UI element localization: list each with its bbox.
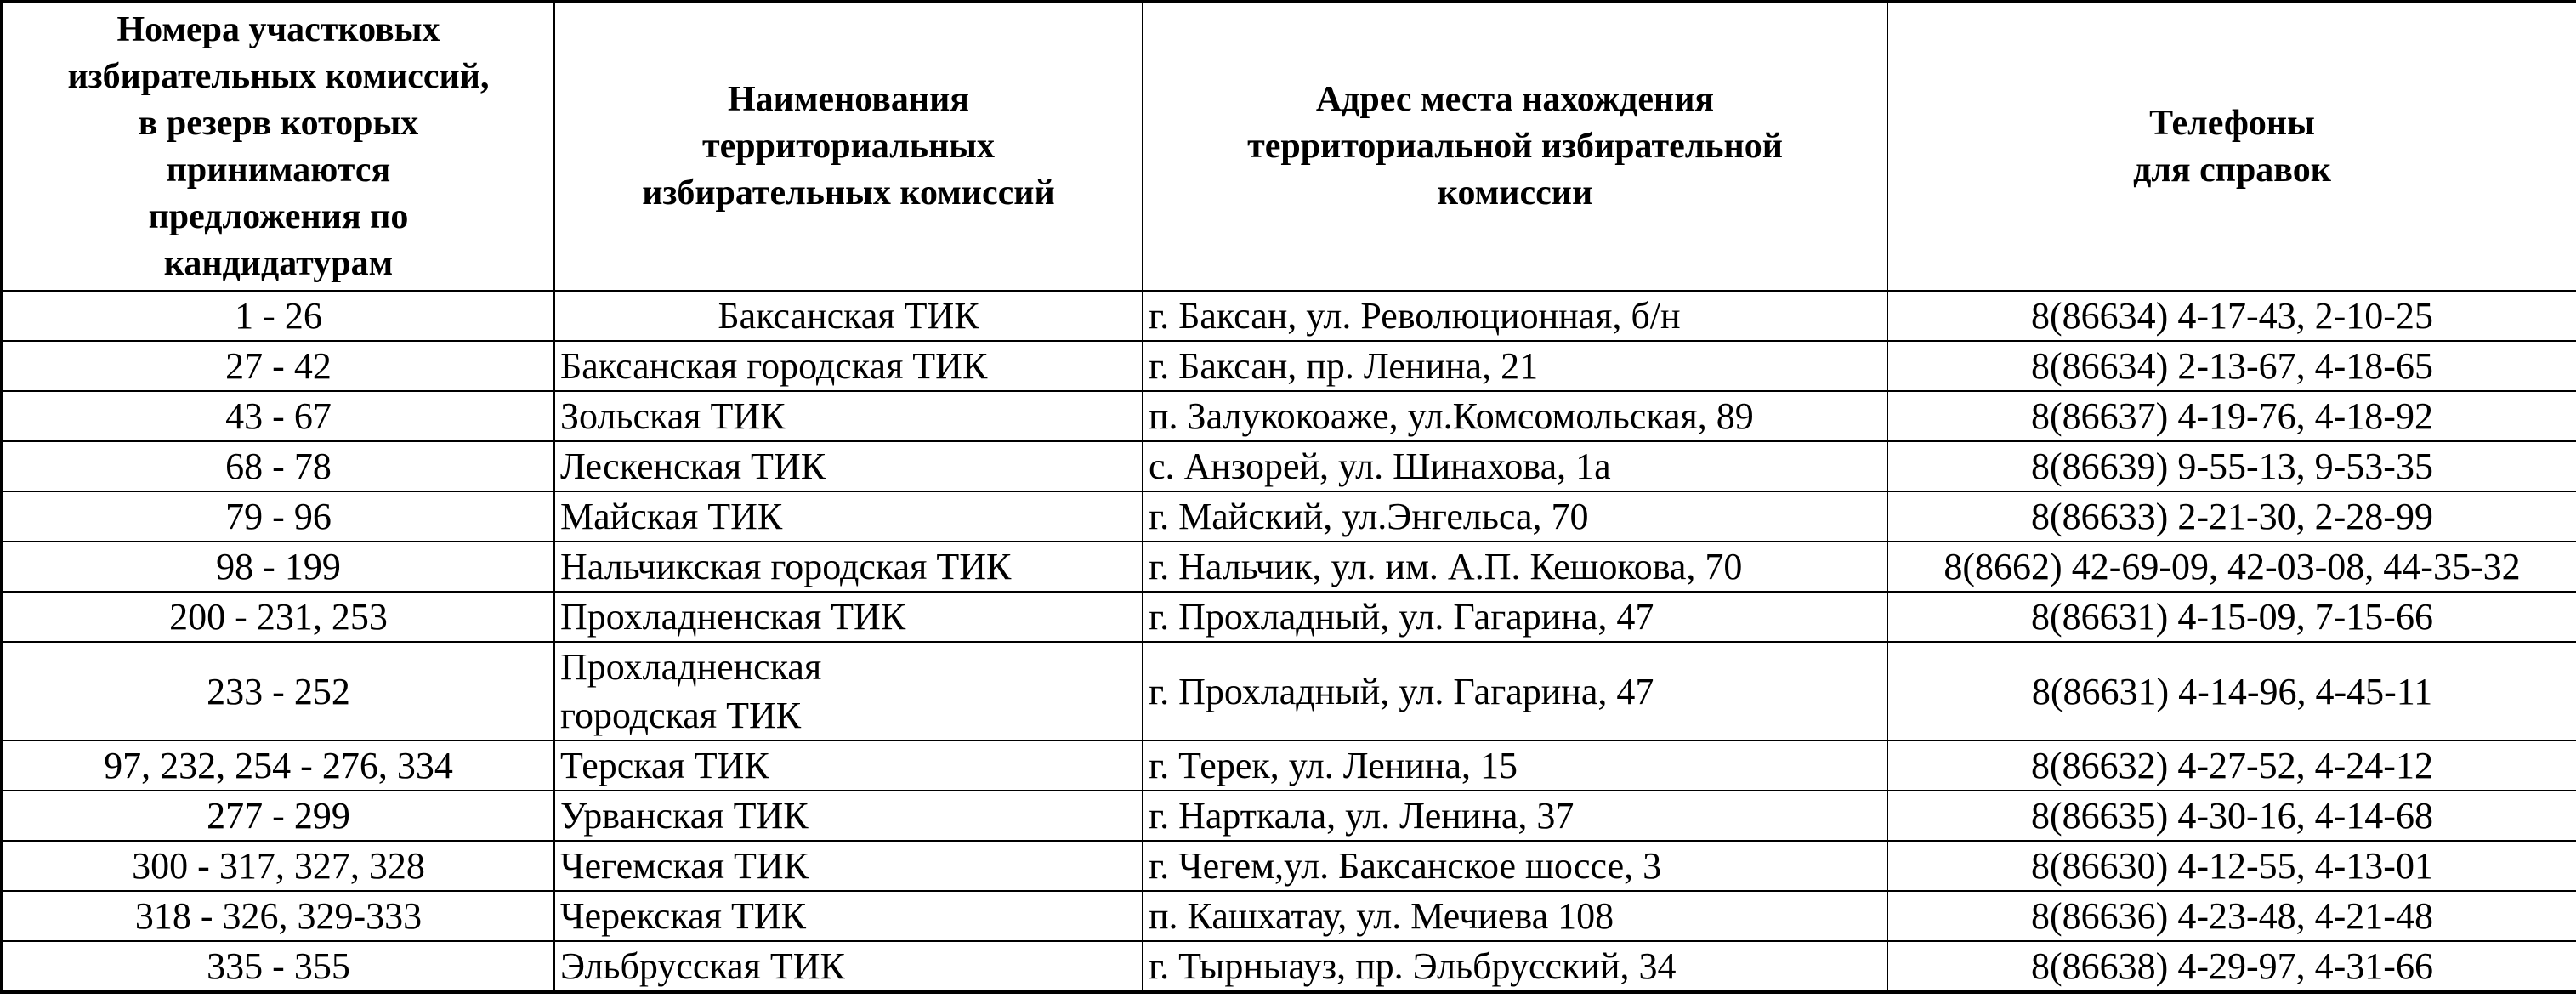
table-row: 79 - 96 Майская ТИК г. Майский, ул.Энгел… xyxy=(1,491,2576,542)
table-row: 1 - 26 Баксанская ТИК г. Баксан, ул. Рев… xyxy=(1,290,2576,342)
header-phones: Телефоны для справок xyxy=(1887,1,2576,292)
cell-numbers: 277 - 299 xyxy=(1,790,555,842)
cell-phones: 8(86633) 2-21-30, 2-28-99 xyxy=(1887,491,2576,542)
cell-numbers: 318 - 326, 329-333 xyxy=(1,890,555,942)
cell-address: г. Терек, ул. Ленина, 15 xyxy=(1142,740,1888,791)
table-row: 97, 232, 254 - 276, 334 Терская ТИК г. Т… xyxy=(1,740,2576,791)
cell-numbers: 97, 232, 254 - 276, 334 xyxy=(1,740,555,791)
cell-tik-name: Лескенская ТИК xyxy=(553,440,1143,492)
cell-phones: 8(86638) 4-29-97, 4-31-66 xyxy=(1887,940,2576,993)
cell-numbers: 27 - 42 xyxy=(1,340,555,392)
cell-address: г. Прохладный, ул. Гагарина, 47 xyxy=(1142,591,1888,643)
cell-numbers: 335 - 355 xyxy=(1,940,555,993)
cell-numbers: 300 - 317, 327, 328 xyxy=(1,840,555,892)
table-row: 68 - 78 Лескенская ТИК с. Анзорей, ул. Ш… xyxy=(1,440,2576,492)
cell-phones: 8(86637) 4-19-76, 4-18-92 xyxy=(1887,390,2576,442)
header-numbers: Номера участковых избирательных комиссий… xyxy=(1,1,555,292)
cell-phones: 8(86630) 4-12-55, 4-13-01 xyxy=(1887,840,2576,892)
cell-tik-name: Чегемская ТИК xyxy=(553,840,1143,892)
cell-address: с. Анзорей, ул. Шинахова, 1а xyxy=(1142,440,1888,492)
table-row: 318 - 326, 329-333 Черекская ТИК п. Кашх… xyxy=(1,890,2576,942)
cell-address: п. Залукокоаже, ул.Комсомольская, 89 xyxy=(1142,390,1888,442)
cell-tik-name: Майская ТИК xyxy=(553,491,1143,542)
cell-phones: 8(8662) 42-69-09, 42-03-08, 44-35-32 xyxy=(1887,541,2576,593)
cell-address: г. Прохладный, ул. Гагарина, 47 xyxy=(1142,641,1888,741)
cell-phones: 8(86634) 4-17-43, 2-10-25 xyxy=(1887,290,2576,342)
cell-address: г. Чегем,ул. Баксанское шоссе, 3 xyxy=(1142,840,1888,892)
header-row: Номера участковых избирательных комиссий… xyxy=(1,1,2576,292)
cell-numbers: 79 - 96 xyxy=(1,491,555,542)
cell-numbers: 233 - 252 xyxy=(1,641,555,741)
cell-numbers: 98 - 199 xyxy=(1,541,555,593)
cell-phones: 8(86631) 4-14-96, 4-45-11 xyxy=(1887,641,2576,741)
cell-numbers: 68 - 78 xyxy=(1,440,555,492)
cell-tik-name: Терская ТИК xyxy=(553,740,1143,791)
table-row: 43 - 67 Зольская ТИК п. Залукокоаже, ул.… xyxy=(1,390,2576,442)
cell-phones: 8(86631) 4-15-09, 7-15-66 xyxy=(1887,591,2576,643)
cell-numbers: 1 - 26 xyxy=(1,290,555,342)
cell-address: г. Баксан, ул. Революционная, б/н xyxy=(1142,290,1888,342)
table-row: 277 - 299 Урванская ТИК г. Нарткала, ул.… xyxy=(1,790,2576,842)
cell-tik-name: Зольская ТИК xyxy=(553,390,1143,442)
header-address: Адрес места нахождения территориальной и… xyxy=(1142,1,1888,292)
cell-address: г. Тырныауз, пр. Эльбрусский, 34 xyxy=(1142,940,1888,993)
cell-numbers: 43 - 67 xyxy=(1,390,555,442)
cell-tik-name: Эльбрусская ТИК xyxy=(553,940,1143,993)
table-row: 200 - 231, 253 Прохладненская ТИК г. Про… xyxy=(1,591,2576,643)
cell-tik-name: Прохладненская ТИК xyxy=(553,591,1143,643)
cell-address: г. Нальчик, ул. им. А.П. Кешокова, 70 xyxy=(1142,541,1888,593)
cell-tik-name: Баксанская городская ТИК xyxy=(553,340,1143,392)
cell-address: г. Майский, ул.Энгельса, 70 xyxy=(1142,491,1888,542)
table-row: 98 - 199 Нальчикская городская ТИК г. На… xyxy=(1,541,2576,593)
cell-phones: 8(86634) 2-13-67, 4-18-65 xyxy=(1887,340,2576,392)
cell-tik-name: Урванская ТИК xyxy=(553,790,1143,842)
table-row: 300 - 317, 327, 328 Чегемская ТИК г. Чег… xyxy=(1,840,2576,892)
cell-phones: 8(86639) 9-55-13, 9-53-35 xyxy=(1887,440,2576,492)
cell-tik-name: Баксанская ТИК xyxy=(553,290,1143,342)
table-row: 335 - 355 Эльбрусская ТИК г. Тырныауз, п… xyxy=(1,940,2576,993)
table-row: 27 - 42 Баксанская городская ТИК г. Бакс… xyxy=(1,340,2576,392)
cell-tik-name: Нальчикская городская ТИК xyxy=(553,541,1143,593)
cell-address: г. Нарткала, ул. Ленина, 37 xyxy=(1142,790,1888,842)
cell-phones: 8(86632) 4-27-52, 4-24-12 xyxy=(1887,740,2576,791)
cell-phones: 8(86636) 4-23-48, 4-21-48 xyxy=(1887,890,2576,942)
cell-tik-name: Черекская ТИК xyxy=(553,890,1143,942)
cell-tik-name: Прохладненская городская ТИК xyxy=(553,641,1143,741)
table-row: 233 - 252 Прохладненская городская ТИК г… xyxy=(1,641,2576,741)
header-name: Наименования территориальных избирательн… xyxy=(553,1,1143,292)
cell-address: п. Кашхатау, ул. Мечиева 108 xyxy=(1142,890,1888,942)
cell-phones: 8(86635) 4-30-16, 4-14-68 xyxy=(1887,790,2576,842)
cell-address: г. Баксан, пр. Ленина, 21 xyxy=(1142,340,1888,392)
cell-numbers: 200 - 231, 253 xyxy=(1,591,555,643)
